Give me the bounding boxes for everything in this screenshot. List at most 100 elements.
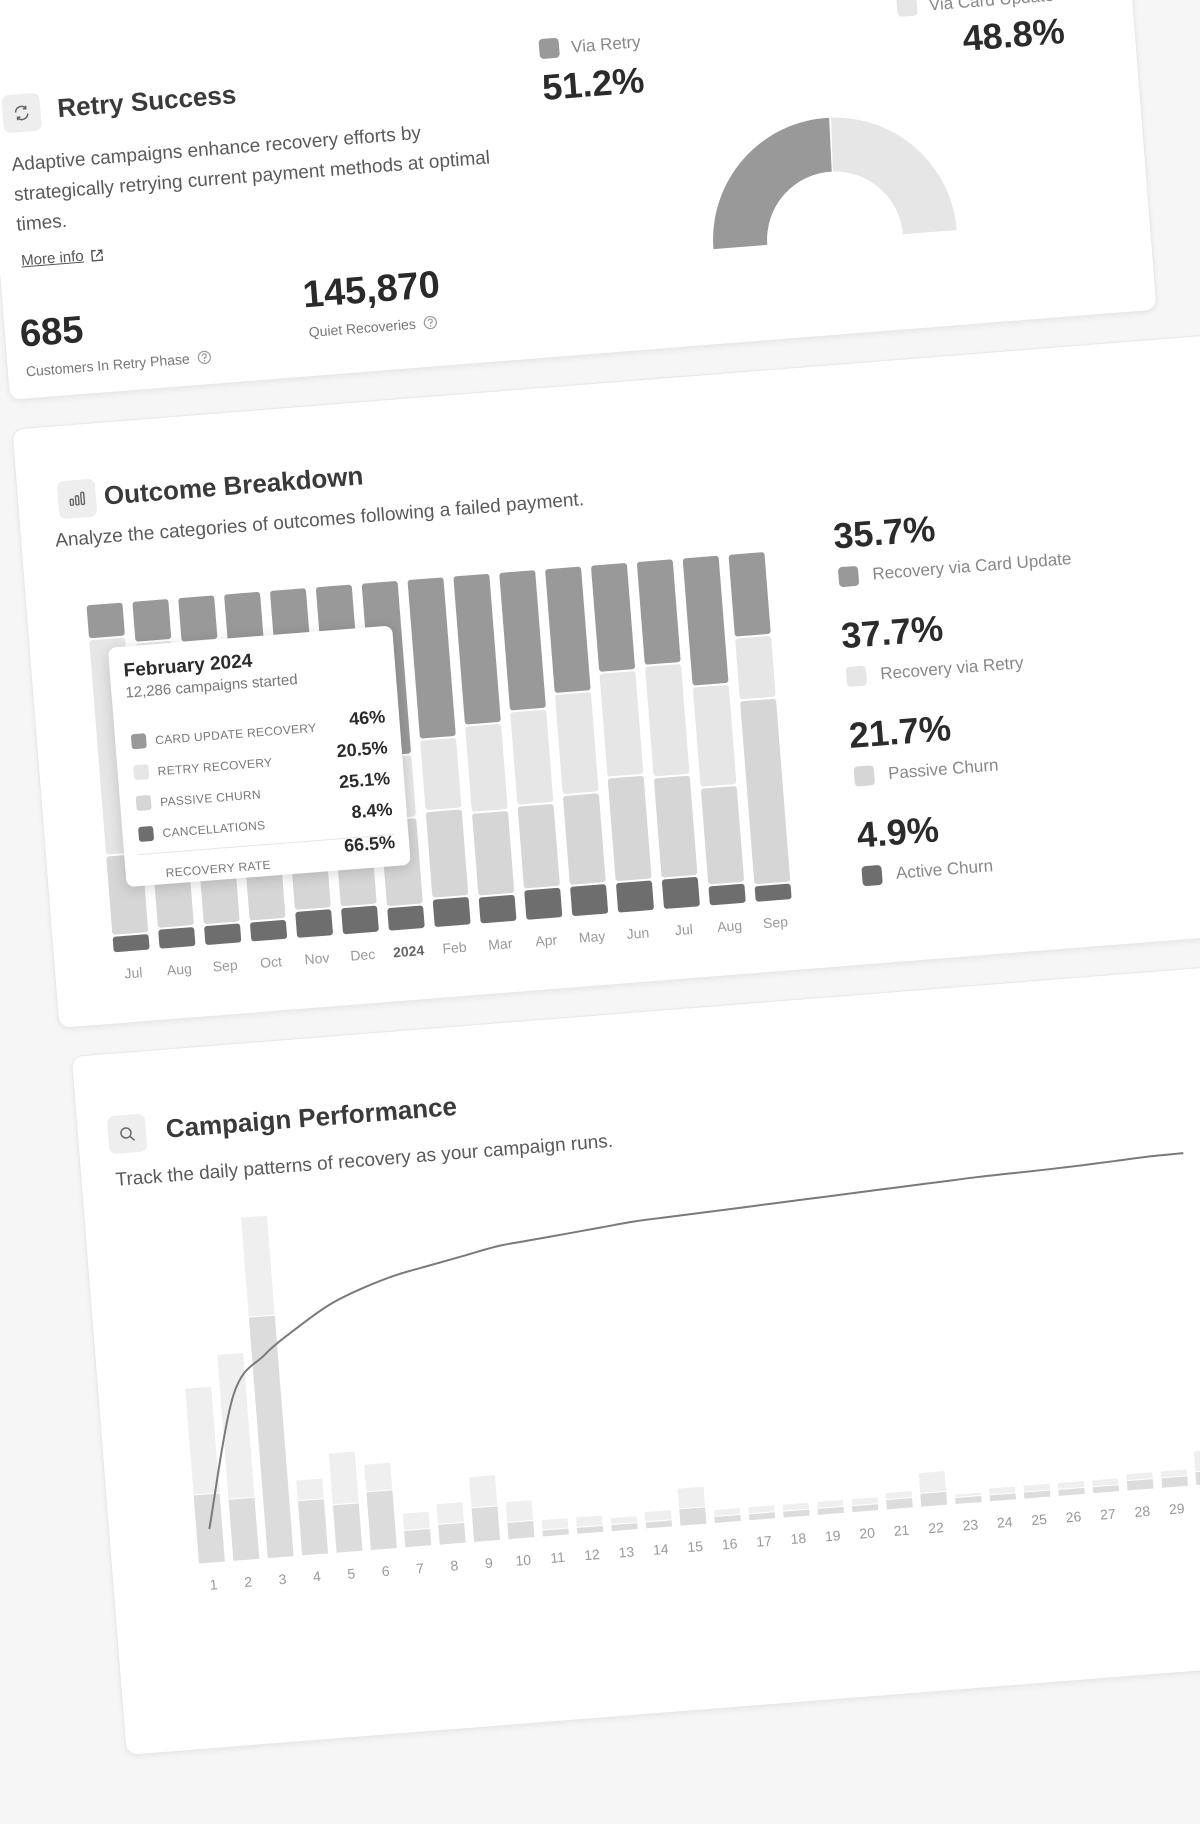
x-tick-label: 22 xyxy=(928,1519,945,1536)
bar-segment xyxy=(297,1499,329,1556)
split-value: 48.8% xyxy=(961,9,1066,59)
bar-segment xyxy=(472,811,515,896)
bar-segment xyxy=(510,709,554,805)
legend-swatch xyxy=(861,864,883,887)
bar-segment xyxy=(1092,1485,1120,1494)
bar-segment xyxy=(436,1502,465,1524)
tooltip-swatch xyxy=(138,825,155,843)
bar-segment xyxy=(555,692,599,794)
bar-segment xyxy=(1161,1476,1188,1488)
x-tick-label: 7 xyxy=(416,1560,425,1577)
bar-segment xyxy=(783,1509,810,1518)
legend-swatch xyxy=(853,765,876,787)
x-tick-label: 26 xyxy=(1065,1508,1082,1525)
help-icon xyxy=(424,315,438,330)
tooltip-row-value: 8.4% xyxy=(350,799,394,823)
tooltip-swatch xyxy=(135,794,152,812)
bar-segment xyxy=(387,905,425,931)
bar-segment xyxy=(478,894,517,924)
bar-segment xyxy=(1092,1478,1119,1487)
bar-segment xyxy=(469,1475,498,1508)
more-info-link[interactable]: More info xyxy=(21,246,105,269)
x-tick-label: Aug xyxy=(166,960,192,978)
x-tick-label: 6 xyxy=(381,1563,390,1580)
x-tick-label: Aug xyxy=(717,917,743,935)
bar-segment xyxy=(366,1490,397,1551)
bar-segment xyxy=(420,738,462,810)
x-tick-label: Nov xyxy=(304,949,330,967)
bar-segment xyxy=(920,1491,948,1507)
bar-segment xyxy=(240,1215,275,1317)
bar-segment xyxy=(782,1502,810,1511)
legend-swatch xyxy=(896,0,918,17)
legend-total: 37.7% xyxy=(839,607,945,657)
bar-segment xyxy=(185,1386,220,1495)
bar-segment xyxy=(541,1518,569,1530)
x-tick-label: 21 xyxy=(893,1522,910,1539)
bar-segment xyxy=(748,1512,776,1521)
x-tick-label: 17 xyxy=(756,1533,773,1550)
tooltip-row-value: 20.5% xyxy=(335,737,389,762)
bar-segment xyxy=(748,1505,775,1514)
bar-segment xyxy=(954,1492,982,1498)
bar-segment xyxy=(708,883,746,906)
bar-segment xyxy=(644,1510,672,1522)
bar-segment xyxy=(112,934,150,953)
bar-segment xyxy=(328,1451,359,1505)
bar-segment xyxy=(248,1315,294,1559)
bar-segment xyxy=(852,1504,879,1513)
bar-segment xyxy=(599,671,644,777)
tooltip-swatch xyxy=(130,733,147,750)
x-tick-label: 28 xyxy=(1134,1503,1151,1520)
bar-segment xyxy=(228,1497,260,1561)
bar-segment xyxy=(885,1491,912,1500)
x-tick-label: Jul xyxy=(674,921,693,938)
bar-segment xyxy=(1058,1487,1085,1496)
bar-segment xyxy=(204,923,242,945)
bar-segment xyxy=(542,1528,569,1537)
bar-segment xyxy=(611,1523,638,1532)
donut-segment xyxy=(831,117,957,235)
donut-chart xyxy=(713,117,957,250)
tooltip-row-value: 25.1% xyxy=(338,768,391,793)
x-tick-label: 13 xyxy=(618,1543,635,1560)
bar-segment xyxy=(517,804,560,889)
refresh-icon xyxy=(1,92,43,134)
bar-segment xyxy=(507,1520,535,1540)
bar-segment xyxy=(341,905,379,935)
bar-segment xyxy=(610,1516,638,1525)
x-tick-label: 29 xyxy=(1168,1500,1185,1517)
bar-segment xyxy=(524,887,563,920)
bar-segment xyxy=(217,1352,255,1499)
bar-segment xyxy=(645,664,690,777)
bar-segment xyxy=(591,563,635,672)
bar-segment xyxy=(545,566,591,693)
x-tick-label: Jun xyxy=(626,924,650,942)
combo-chart: 1 2 3 4 5 6 7 8 9 10 11 12 13 14 15 16 17 18 19 20 21 22 23 24 2… xyxy=(185,1152,1200,1593)
bar-segment xyxy=(132,599,172,642)
bar-segment xyxy=(425,809,469,898)
legend-swatch xyxy=(538,37,560,60)
bar-segment xyxy=(728,552,771,637)
bar-segment xyxy=(714,1515,741,1523)
legend-total: 4.9% xyxy=(855,808,941,856)
x-tick-label: 8 xyxy=(450,1557,459,1574)
bar-segment xyxy=(570,884,609,917)
tooltip: February 2024 12,286 campaigns started R… xyxy=(107,625,411,888)
bar-segment xyxy=(453,573,501,725)
x-tick-label: 3 xyxy=(278,1571,287,1588)
bar-segment xyxy=(654,775,698,878)
bar-segment xyxy=(407,577,456,739)
external-icon xyxy=(90,248,103,262)
bar-segment xyxy=(645,1520,673,1529)
bar-segment xyxy=(576,1525,604,1534)
x-tick-label: 18 xyxy=(790,1530,807,1547)
bar-segment xyxy=(886,1498,913,1510)
bar-segment xyxy=(989,1493,1016,1502)
outcome-breakdown-card: Outcome Breakdown Analyze the categories… xyxy=(11,326,1200,1029)
x-tick-label: 10 xyxy=(515,1551,532,1568)
bar-segment xyxy=(499,570,546,711)
bar-segment xyxy=(465,723,508,812)
x-tick-label: 15 xyxy=(687,1538,704,1555)
